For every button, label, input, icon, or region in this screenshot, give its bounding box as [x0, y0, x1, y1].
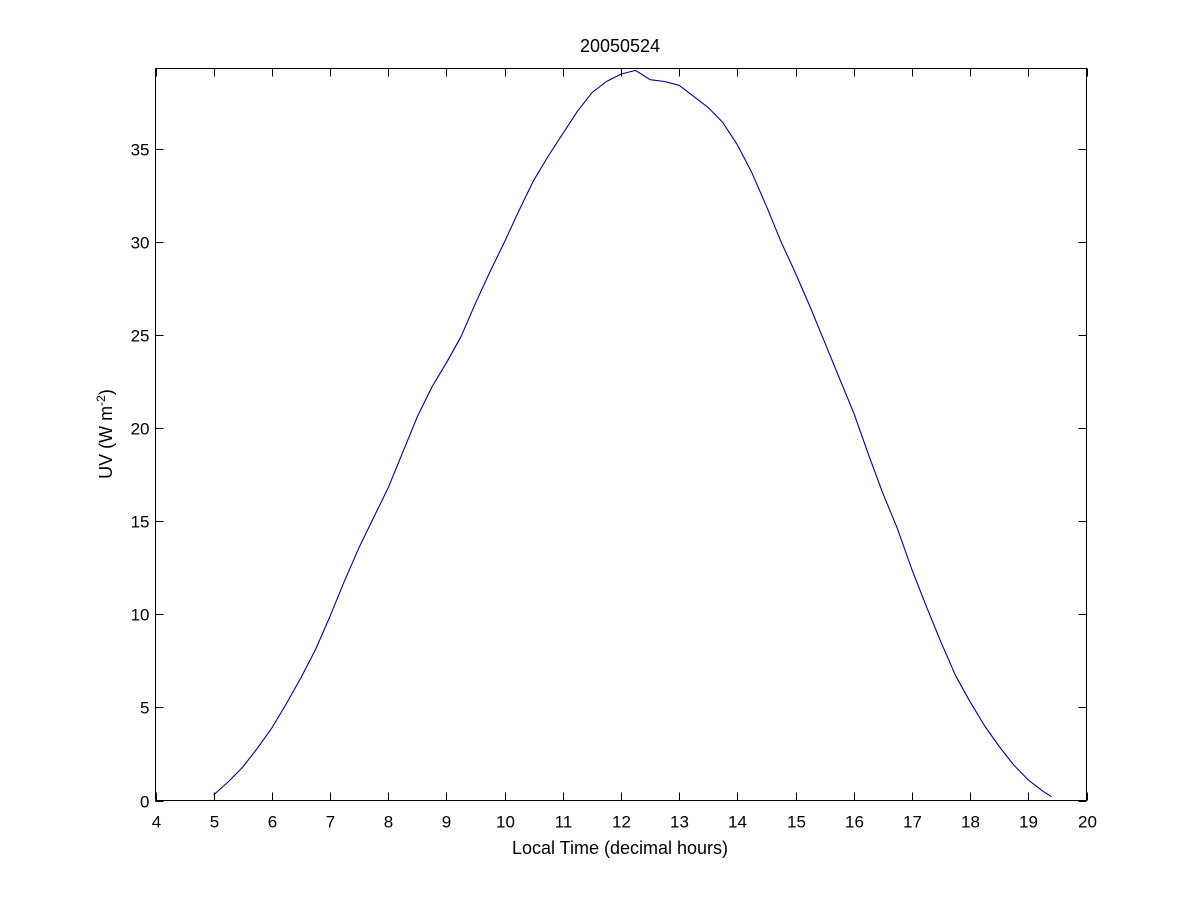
- x-tick-label: 8: [384, 813, 393, 832]
- x-tick-label: 16: [845, 813, 864, 832]
- x-tick-label: 17: [903, 813, 922, 832]
- x-tick-label: 11: [555, 813, 573, 832]
- x-tick-label: 4: [152, 813, 161, 832]
- x-tick-label: 20: [1078, 813, 1097, 832]
- x-tick-label: 19: [1019, 813, 1038, 832]
- x-tick-label: 9: [442, 813, 451, 832]
- y-tick-label: 15: [131, 513, 150, 532]
- x-tick-label: 13: [670, 813, 689, 832]
- chart-title: 20050524: [580, 36, 660, 56]
- x-tick-label: 7: [326, 813, 335, 832]
- y-tick-label: 30: [131, 234, 150, 253]
- x-tick-label: 10: [496, 813, 515, 832]
- x-tick-label: 15: [787, 813, 806, 832]
- y-axis-label-superscript: -2: [94, 395, 108, 406]
- x-axis-label: Local Time (decimal hours): [512, 838, 728, 858]
- axis-ticks: [155, 68, 1088, 802]
- y-tick-label: 25: [131, 327, 150, 346]
- y-tick-label: 35: [131, 141, 150, 160]
- y-tick-label: 0: [140, 793, 149, 812]
- x-tick-label: 18: [961, 813, 980, 832]
- x-tick-label: 12: [612, 813, 631, 832]
- y-tick-label: 10: [131, 606, 150, 625]
- y-tick-label: 5: [140, 699, 149, 718]
- y-tick-labels: 0 5 10 15 20 25 30 35: [131, 141, 150, 812]
- x-tick-label: 5: [210, 813, 219, 832]
- x-tick-labels: 4 5 6 7 8 9 10 11 12 13 14 15 16 17 18 19 20: [152, 813, 1097, 832]
- series-line-uv: [213, 69, 1052, 798]
- y-axis-label-main: UV (W m: [96, 406, 116, 479]
- x-tick-label: 14: [728, 813, 747, 832]
- y-axis-label: UV (W m-2): [94, 389, 116, 479]
- plot-area-frame: [155, 68, 1087, 801]
- x-tick-label: 6: [268, 813, 277, 832]
- y-tick-label: 20: [131, 420, 150, 439]
- y-axis-label-close: ): [96, 389, 116, 395]
